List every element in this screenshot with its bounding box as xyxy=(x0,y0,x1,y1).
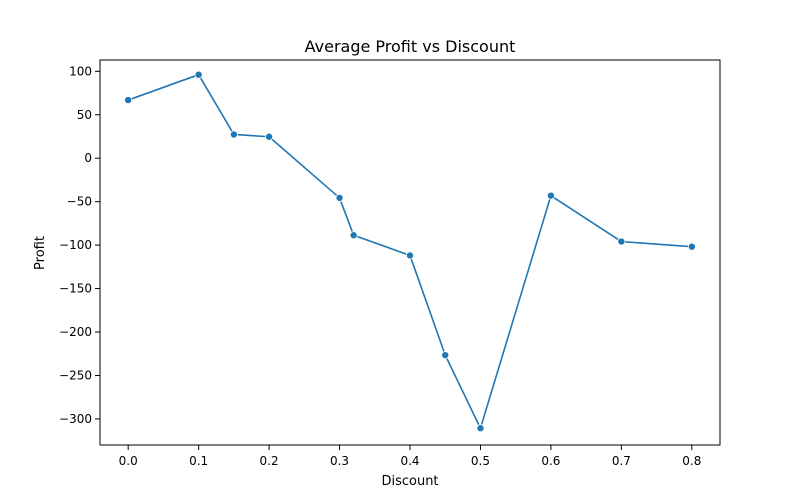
y-tick-label: −200 xyxy=(59,325,92,339)
data-point xyxy=(265,132,274,141)
x-tick-label: 0.1 xyxy=(189,454,208,468)
y-tick-label: 0 xyxy=(84,151,92,165)
chart-title: Average Profit vs Discount xyxy=(305,37,516,56)
y-tick-label: −50 xyxy=(67,195,92,209)
series-layer xyxy=(124,70,696,433)
series-line xyxy=(127,73,692,430)
x-tick-label: 0.8 xyxy=(682,454,701,468)
y-tick-label: −300 xyxy=(59,412,92,426)
data-point xyxy=(617,237,626,246)
x-tick-label: 0.0 xyxy=(119,454,138,468)
data-point xyxy=(335,193,344,202)
y-axis: 100 50 0 −50 −100 −150 −200 −250 −300 xyxy=(59,64,100,426)
data-point xyxy=(349,231,358,240)
y-axis-label: Profit xyxy=(33,236,48,270)
y-tick-label: −150 xyxy=(59,282,92,296)
data-point xyxy=(546,191,555,200)
x-axis: 0.0 0.1 0.2 0.3 0.4 0.5 0.6 0.7 0.8 xyxy=(119,445,701,468)
y-tick-label: 50 xyxy=(77,108,92,122)
x-tick-label: 0.3 xyxy=(330,454,349,468)
x-tick-label: 0.6 xyxy=(541,454,560,468)
x-tick-label: 0.2 xyxy=(260,454,279,468)
x-tick-label: 0.7 xyxy=(612,454,631,468)
y-tick-label: −100 xyxy=(59,238,92,252)
x-tick-label: 0.5 xyxy=(471,454,490,468)
x-tick-label: 0.4 xyxy=(400,454,419,468)
y-tick-label: −250 xyxy=(59,368,92,382)
y-tick-label: 100 xyxy=(69,64,92,78)
data-point xyxy=(687,242,696,251)
data-point xyxy=(194,70,203,79)
data-point xyxy=(441,351,450,360)
data-point xyxy=(229,130,238,139)
data-point xyxy=(405,251,414,260)
data-point xyxy=(124,96,133,105)
data-point xyxy=(476,424,485,433)
x-axis-label: Discount xyxy=(381,474,438,489)
